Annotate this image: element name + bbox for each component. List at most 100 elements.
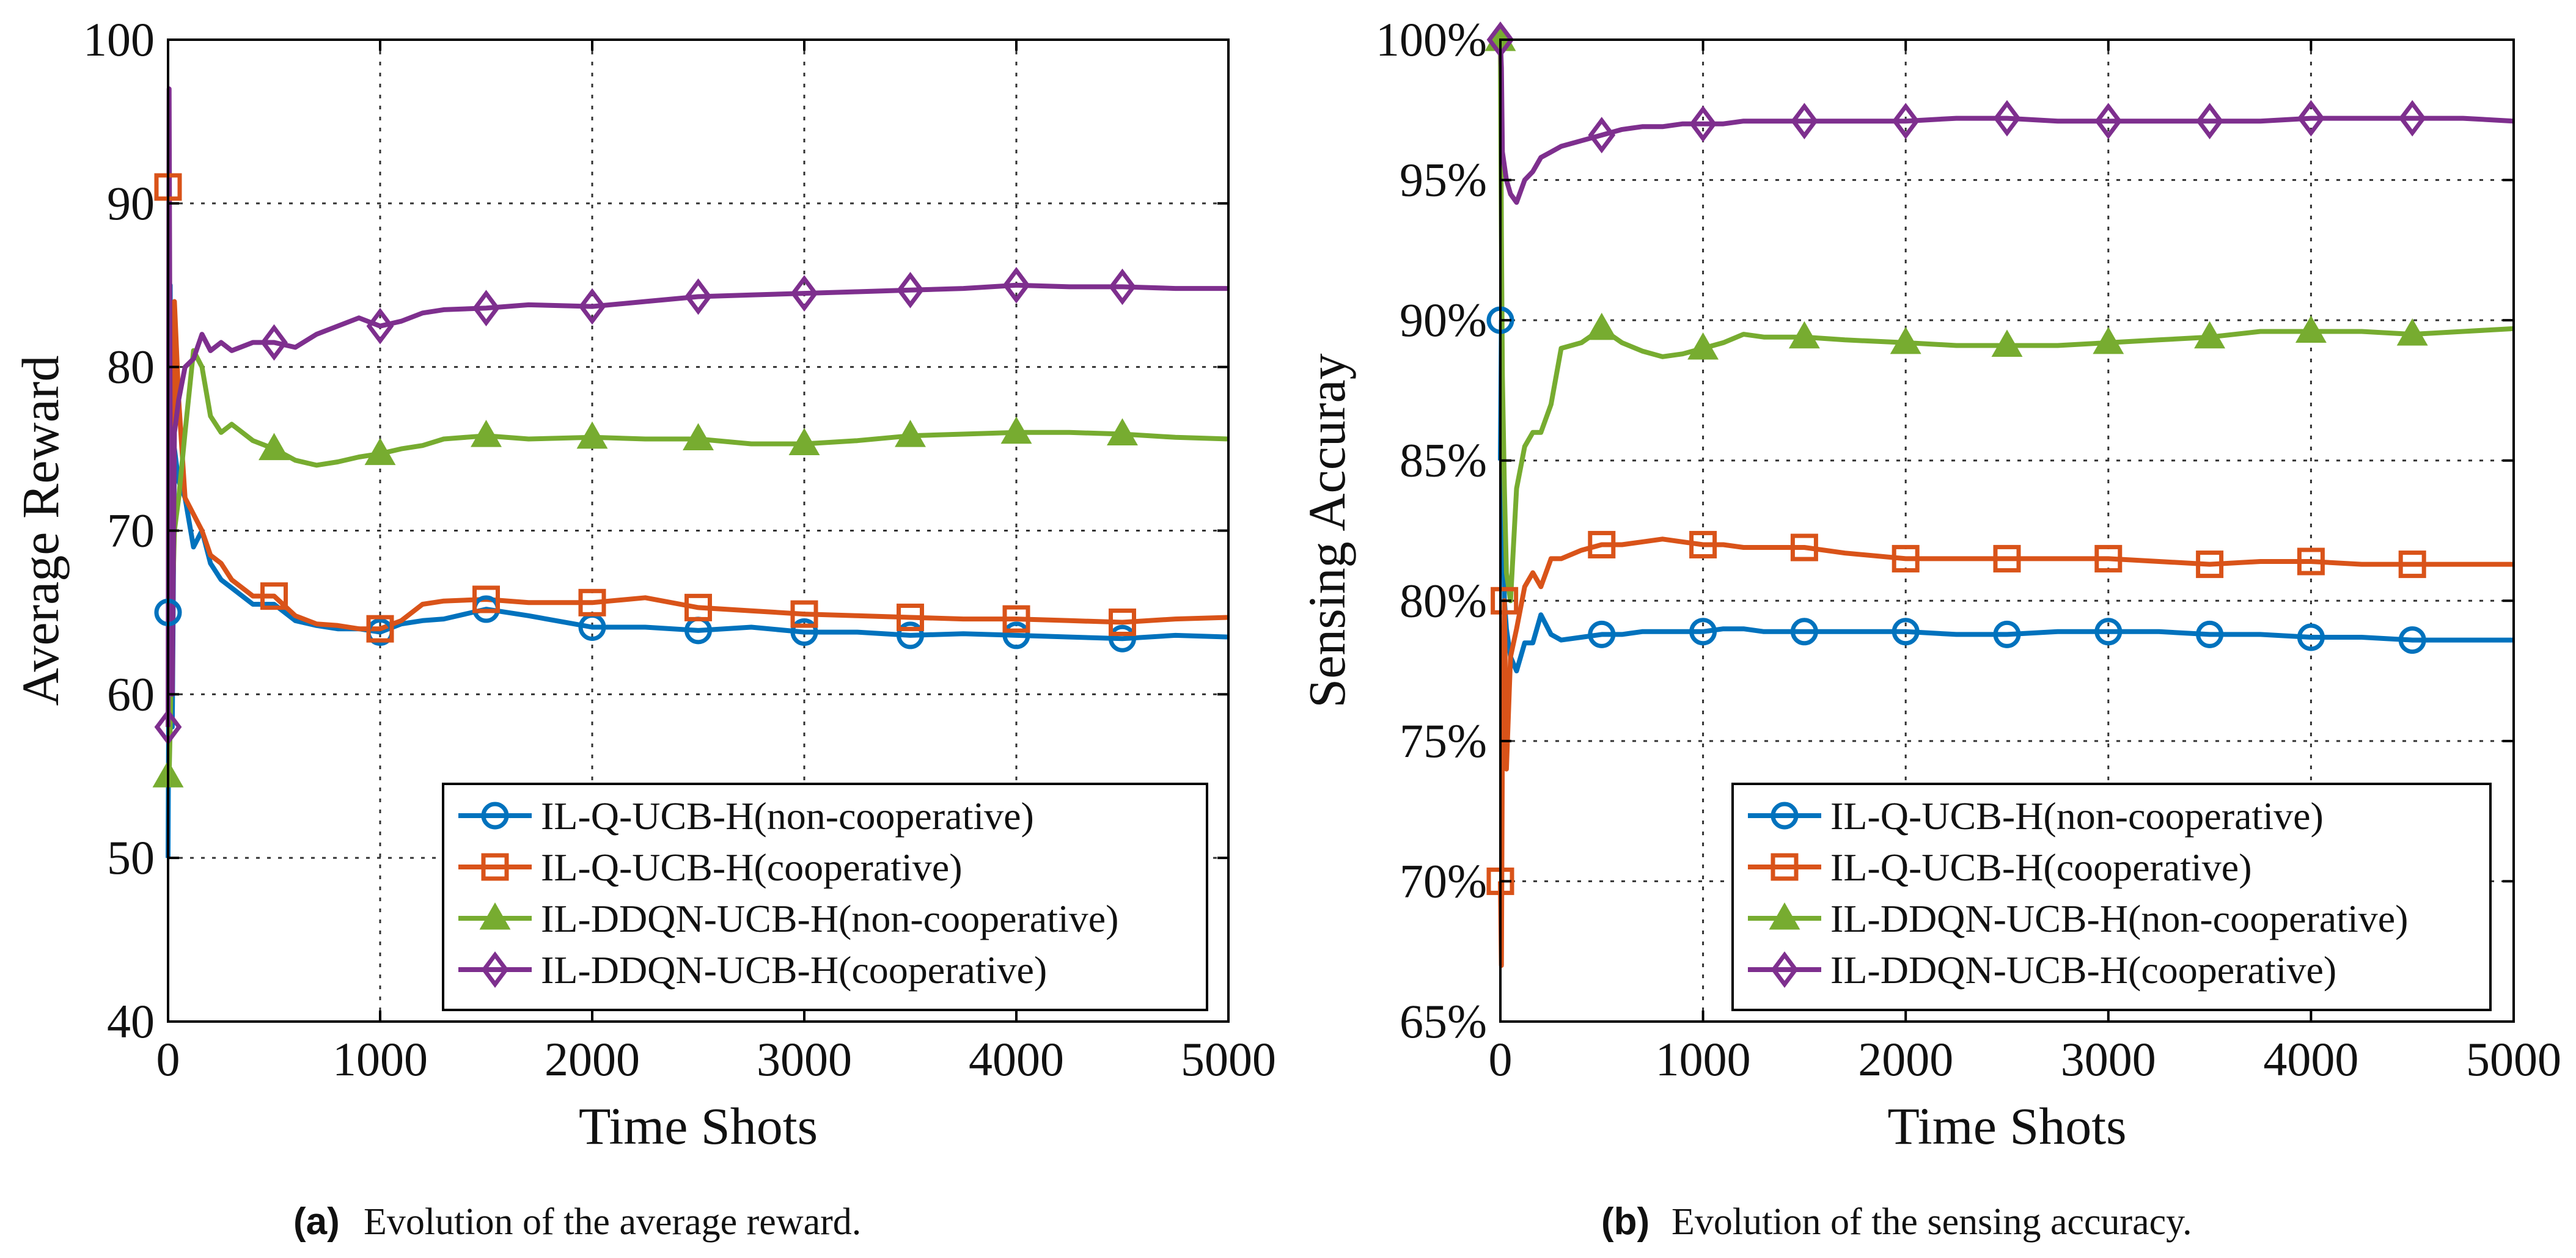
legend-marker bbox=[1769, 902, 1800, 930]
data-point bbox=[578, 588, 606, 616]
data-point bbox=[578, 288, 606, 325]
plot-frame bbox=[1499, 38, 2515, 1023]
series-line-1 bbox=[1498, 318, 2514, 674]
data-point bbox=[1689, 618, 1717, 646]
data-point bbox=[2196, 103, 2223, 139]
data-point bbox=[260, 324, 288, 361]
caption-a-label: (a) bbox=[293, 1201, 340, 1243]
y-axis-label: Average Reward bbox=[11, 356, 70, 706]
legend-marker bbox=[481, 802, 509, 830]
caption-b-text: Evolution of the sensing accuracy. bbox=[1671, 1201, 2192, 1243]
data-point bbox=[1791, 103, 1818, 139]
data-point bbox=[1588, 530, 1616, 558]
data-point bbox=[897, 603, 924, 631]
data-point bbox=[2094, 618, 2123, 646]
data-point bbox=[1993, 544, 2021, 572]
legend-marker bbox=[481, 853, 509, 881]
series-line-4 bbox=[1498, 39, 2514, 205]
series-line-1 bbox=[166, 282, 1229, 858]
x-axis-label: Time Shots bbox=[579, 1097, 818, 1155]
y-tick-label: 100 bbox=[83, 13, 155, 66]
data-point bbox=[2196, 550, 2224, 579]
legend-label: IL-DDQN-UCB-H(non-cooperative) bbox=[1830, 897, 2408, 940]
data-point bbox=[2297, 100, 2325, 137]
data-point bbox=[897, 271, 924, 309]
legend-marker bbox=[1771, 951, 1799, 988]
data-point bbox=[788, 428, 820, 456]
legend-marker bbox=[481, 951, 509, 988]
data-point bbox=[1890, 326, 1921, 354]
x-tick-label: 2000 bbox=[545, 1033, 640, 1086]
y-axis-label: Sensing Accuray bbox=[1297, 353, 1356, 708]
data-point bbox=[1689, 105, 1717, 142]
legend-box bbox=[442, 783, 1208, 1011]
legend-marker bbox=[1771, 802, 1799, 830]
data-point bbox=[1588, 117, 1616, 153]
y-tick-label: 70 bbox=[107, 504, 155, 557]
data-point bbox=[895, 420, 926, 447]
data-point bbox=[364, 437, 396, 466]
y-tick-label: 70% bbox=[1400, 854, 1487, 907]
x-tick-label: 4000 bbox=[2263, 1033, 2358, 1086]
data-point bbox=[259, 433, 290, 461]
data-point bbox=[684, 593, 712, 621]
data-point bbox=[1788, 321, 1820, 349]
legend-label: IL-Q-UCB-H(non-cooperative) bbox=[541, 794, 1034, 838]
data-point bbox=[2094, 544, 2123, 572]
legend: IL-Q-UCB-H(non-cooperative) IL-Q-UCB-H(co… bbox=[442, 783, 1208, 1011]
x-tick-label: 1000 bbox=[332, 1033, 428, 1086]
data-point bbox=[1993, 620, 2021, 648]
data-point bbox=[2094, 103, 2123, 139]
data-point bbox=[1586, 312, 1618, 340]
data-point bbox=[2398, 626, 2426, 654]
y-tick-label: 80% bbox=[1400, 574, 1487, 627]
data-point bbox=[2398, 100, 2426, 137]
data-point bbox=[1107, 418, 1138, 445]
data-point bbox=[2194, 321, 2226, 349]
data-point bbox=[790, 618, 818, 646]
data-point bbox=[472, 290, 500, 327]
legend-box bbox=[1731, 783, 2492, 1011]
data-point bbox=[1588, 620, 1616, 648]
x-tick-label: 3000 bbox=[757, 1033, 852, 1086]
data-point bbox=[1491, 587, 1519, 615]
x-tick-label: 5000 bbox=[2466, 1033, 2561, 1086]
data-point bbox=[2297, 547, 2325, 576]
legend-marker bbox=[1771, 853, 1799, 881]
data-point bbox=[1892, 618, 1920, 646]
legend-label: IL-DDQN-UCB-H(cooperative) bbox=[1830, 948, 2336, 992]
data-point bbox=[1109, 608, 1136, 636]
y-tick-label: 40 bbox=[107, 995, 155, 1048]
data-point bbox=[897, 621, 924, 649]
caption-b-label: (b) bbox=[1601, 1201, 1649, 1243]
x-tick-label: 5000 bbox=[1181, 1033, 1276, 1086]
x-tick-label: 1000 bbox=[1656, 1033, 1751, 1086]
data-point bbox=[683, 423, 714, 451]
data-point bbox=[2093, 326, 2124, 354]
legend-label: IL-Q-UCB-H(cooperative) bbox=[1830, 846, 2252, 889]
data-point bbox=[471, 420, 502, 447]
data-point bbox=[1991, 329, 2023, 357]
data-point bbox=[1689, 530, 1717, 558]
data-point bbox=[2398, 550, 2426, 579]
data-point bbox=[1892, 544, 1920, 572]
data-point bbox=[790, 275, 818, 312]
x-tick-label: 2000 bbox=[1858, 1033, 1953, 1086]
series-line-4 bbox=[166, 86, 1228, 727]
data-point bbox=[2295, 315, 2327, 343]
chart-average-reward: 0 1000 2000 3000 4000 5000 40 50 60 70 80 90 100 Time… bbox=[11, 13, 1276, 1155]
y-tick-label: 90 bbox=[107, 177, 155, 230]
legend-label: IL-Q-UCB-H(non-cooperative) bbox=[1830, 794, 2324, 838]
data-point bbox=[1109, 624, 1136, 653]
y-tick-label: 80 bbox=[107, 340, 155, 393]
data-point bbox=[366, 307, 394, 345]
data-point bbox=[2196, 620, 2224, 648]
data-point bbox=[1790, 618, 1818, 646]
legend-label: IL-Q-UCB-H(cooperative) bbox=[541, 846, 963, 889]
data-point bbox=[1892, 103, 1920, 139]
data-point bbox=[1687, 332, 1719, 360]
data-point bbox=[1002, 605, 1030, 633]
data-point bbox=[1993, 100, 2021, 137]
